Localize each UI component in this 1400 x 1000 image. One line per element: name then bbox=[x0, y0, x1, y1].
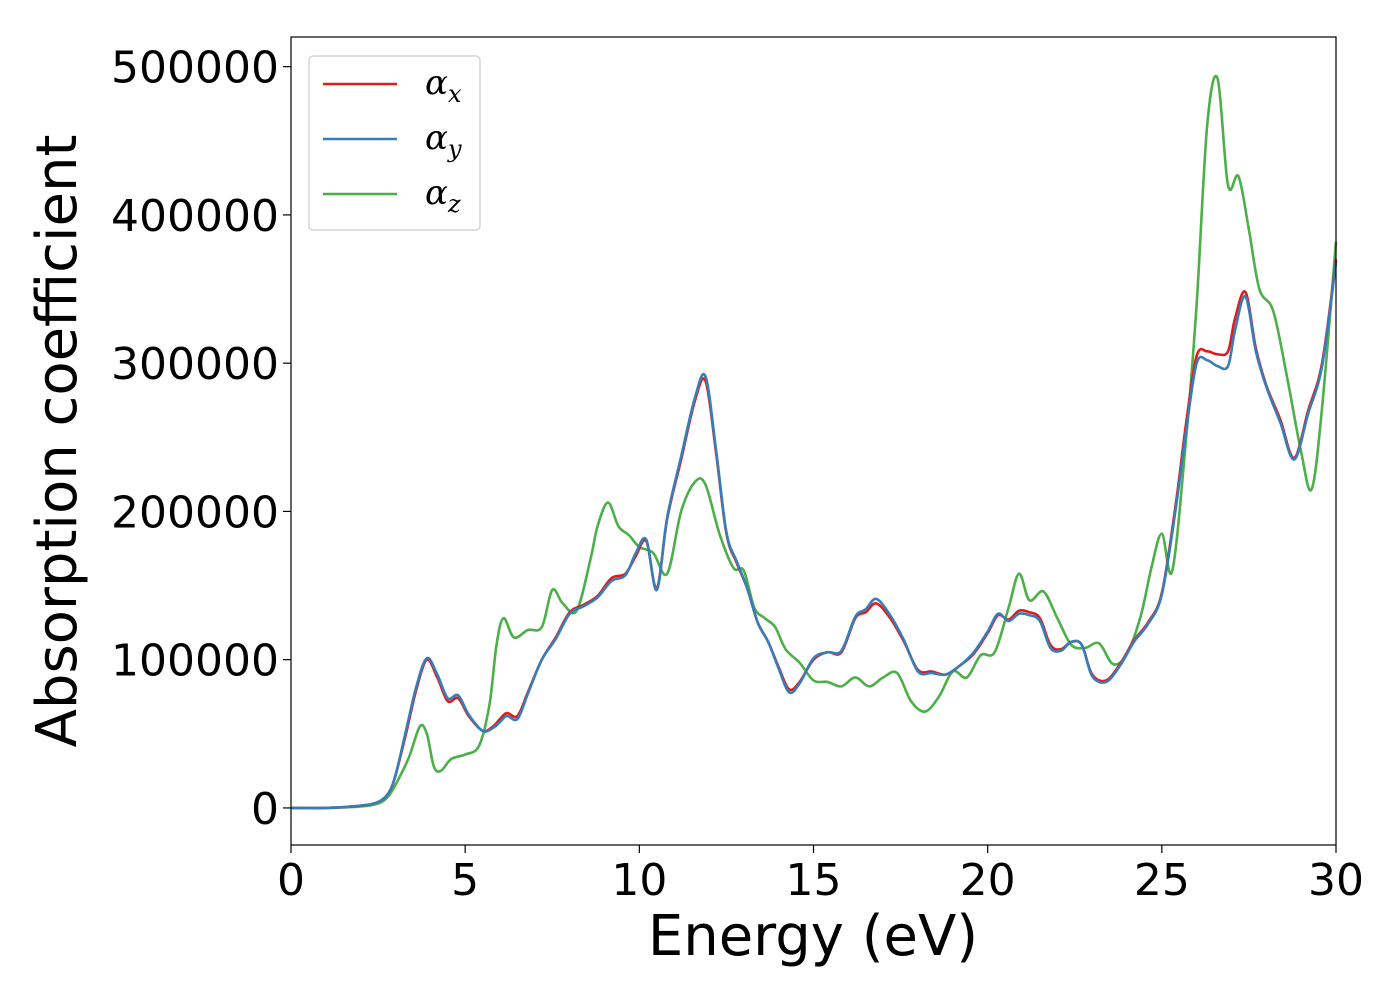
series-line-y bbox=[290, 262, 1338, 810]
x-tick-label: 5 bbox=[451, 855, 479, 906]
x-tick-label: 25 bbox=[1134, 855, 1190, 906]
legend-subscript: x bbox=[448, 80, 462, 108]
legend-label-y: αy bbox=[425, 118, 462, 163]
series-line-x bbox=[290, 259, 1338, 810]
y-tick-label: 100000 bbox=[111, 636, 279, 687]
legend-symbol: α bbox=[425, 173, 448, 213]
y-axis: 0 100000 200000 300000 400000 500000 bbox=[111, 43, 291, 835]
y-tick-label: 0 bbox=[251, 784, 279, 835]
legend-label-z: αz bbox=[425, 173, 461, 218]
y-axis-label: Absorption coefficient bbox=[25, 135, 90, 748]
legend-subscript: y bbox=[447, 135, 462, 163]
x-axis-label: Energy (eV) bbox=[648, 904, 978, 969]
x-axis: 0 5 10 15 20 25 30 bbox=[277, 845, 1364, 906]
y-tick-label: 300000 bbox=[111, 339, 279, 390]
legend-frame bbox=[308, 55, 481, 231]
y-tick-label: 200000 bbox=[111, 487, 279, 538]
x-tick-label: 10 bbox=[611, 855, 667, 906]
legend-subscript: z bbox=[447, 190, 461, 218]
y-tick-label: 400000 bbox=[111, 191, 279, 242]
legend-symbol: α bbox=[425, 63, 448, 103]
x-tick-label: 30 bbox=[1308, 855, 1364, 906]
x-tick-label: 20 bbox=[960, 855, 1016, 906]
legend-symbol: α bbox=[425, 118, 448, 158]
y-tick-label: 500000 bbox=[111, 43, 279, 94]
plot-lines bbox=[290, 74, 1338, 810]
x-tick-label: 0 bbox=[277, 855, 305, 906]
x-tick-label: 15 bbox=[786, 855, 842, 906]
legend-label-x: αx bbox=[425, 63, 462, 108]
series-line-z bbox=[290, 74, 1338, 810]
